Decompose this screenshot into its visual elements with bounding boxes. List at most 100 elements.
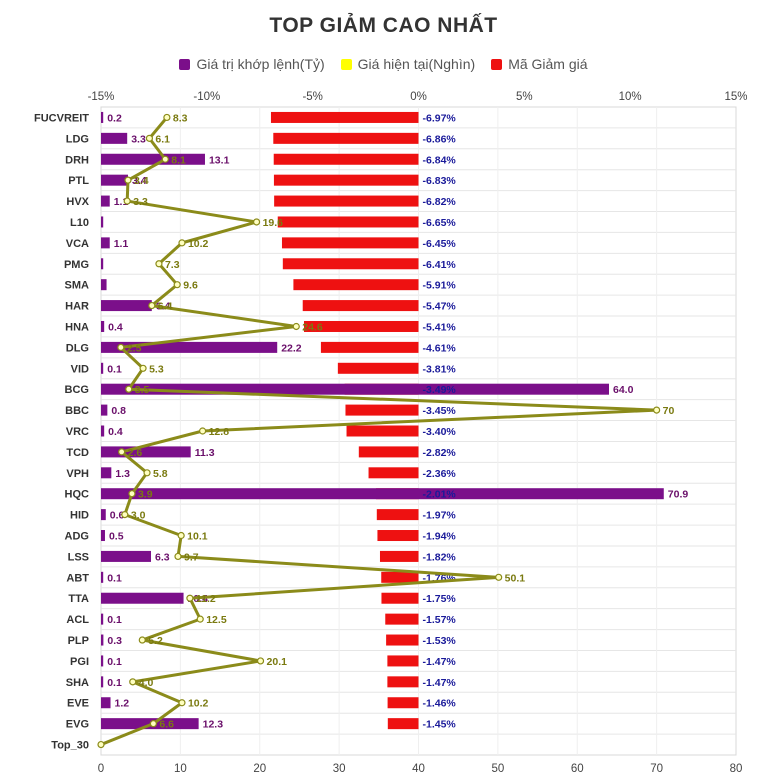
decline-bar — [368, 467, 419, 479]
price-point — [139, 364, 147, 372]
decline-bar — [387, 676, 419, 688]
value-data-label: 3.4 — [132, 175, 147, 187]
bottom-axis-tick-label: 70 — [650, 763, 663, 775]
value-data-label: 64.0 — [613, 384, 634, 396]
decline-data-label: -5.47% — [423, 301, 457, 313]
price-point — [178, 699, 186, 707]
price-data-label: 7.3 — [165, 259, 180, 271]
price-data-label: 70 — [663, 405, 675, 417]
value-bar — [101, 467, 112, 479]
value-bar — [101, 153, 205, 165]
decline-data-label: -4.61% — [423, 342, 457, 354]
decline-data-label: -1.45% — [423, 719, 457, 731]
decline-bar — [293, 279, 419, 291]
category-label: TTA — [68, 593, 89, 605]
category-label: DLG — [66, 342, 89, 354]
price-point — [653, 406, 661, 414]
price-data-label: 10.2 — [188, 238, 209, 250]
decline-bar — [302, 300, 419, 312]
value-bar — [101, 446, 191, 458]
category-label: VRC — [66, 426, 89, 438]
price-data-label: 10.2 — [188, 698, 209, 710]
price-data-label: 12.5 — [206, 614, 227, 626]
price-data-label: 6.4 — [158, 301, 173, 313]
value-bar — [101, 655, 104, 667]
price-point — [256, 657, 265, 665]
category-label: HVX — [66, 196, 89, 208]
price-data-label: 3.3 — [133, 196, 148, 208]
price-data-label: 3.9 — [138, 489, 153, 501]
decline-bar — [282, 258, 419, 270]
value-bar — [101, 132, 128, 144]
price-point — [199, 427, 207, 435]
price-point — [129, 678, 137, 686]
decline-data-label: -1.75% — [423, 593, 457, 605]
value-bar — [101, 341, 278, 353]
value-data-label: 0.1 — [107, 614, 122, 626]
bottom-axis-tick-label: 10 — [174, 763, 187, 775]
decline-bar — [303, 320, 419, 332]
value-data-label: 22.2 — [281, 342, 302, 354]
value-bar — [101, 530, 105, 542]
price-data-label: 11.2 — [196, 593, 216, 605]
price-point — [155, 260, 163, 268]
price-point — [143, 469, 151, 477]
decline-data-label: -6.65% — [423, 217, 457, 229]
price-point — [97, 740, 105, 749]
legend-item-value[interactable]: Giá trị khớp lệnh(Tỷ) — [179, 56, 325, 72]
price-data-label: 5.8 — [153, 468, 168, 480]
price-data-label: 3.5 — [135, 384, 150, 396]
price-point — [186, 594, 194, 602]
decline-data-label: -2.82% — [423, 447, 457, 459]
legend-item-price[interactable]: Giá hiện tại(Nghìn) — [340, 56, 475, 72]
category-label: PMG — [64, 259, 89, 271]
value-bar — [101, 111, 104, 123]
value-data-label: 13.1 — [209, 154, 230, 166]
value-bar — [101, 592, 184, 604]
decline-data-label: -1.97% — [423, 510, 457, 522]
decline-bar — [377, 530, 419, 542]
decline-bar — [274, 195, 419, 207]
price-data-label: 2.5 — [127, 342, 142, 354]
price-data-label: 6.1 — [155, 133, 170, 145]
bottom-axis-tick-label: 60 — [571, 763, 584, 775]
price-point — [148, 301, 156, 310]
value-bar — [101, 550, 152, 562]
price-point — [252, 218, 261, 226]
decline-bar — [320, 341, 419, 353]
value-bar — [101, 613, 104, 625]
value-data-label: 0.1 — [107, 363, 122, 375]
price-point — [149, 720, 157, 728]
decline-data-label: -2.01% — [423, 489, 457, 501]
decline-data-label: -1.57% — [423, 614, 457, 626]
value-bar — [101, 174, 128, 186]
legend-item-decline[interactable]: Mã Giảm giá — [491, 56, 588, 72]
decline-bar — [281, 237, 419, 249]
decline-bar — [273, 153, 419, 165]
decline-data-label: -3.49% — [423, 384, 457, 396]
value-bar — [101, 571, 104, 583]
price-data-label: 9.7 — [184, 551, 199, 563]
price-data-label: 24.6 — [302, 321, 323, 333]
category-label: EVG — [66, 719, 89, 731]
top-axis-tick-label: -10% — [193, 91, 220, 103]
legend-label-value: Giá trị khớp lệnh(Tỷ) — [196, 56, 325, 72]
top-axis-tick-label: -5% — [302, 91, 322, 103]
decline-bar — [385, 613, 419, 625]
decline-bar — [273, 132, 419, 144]
value-bar — [101, 488, 664, 500]
decline-data-label: -5.91% — [423, 280, 457, 292]
price-point — [145, 134, 154, 142]
price-data-label: 2.6 — [128, 447, 143, 459]
legend-label-decline: Mã Giảm giá — [508, 56, 588, 72]
category-label: PGI — [70, 656, 89, 668]
price-data-label: 3.0 — [131, 510, 146, 522]
value-bar — [101, 383, 609, 395]
decline-bar — [337, 362, 419, 374]
price-point — [121, 511, 129, 519]
value-data-label: 0.1 — [107, 656, 122, 668]
decline-bar — [346, 425, 419, 437]
decline-bar — [387, 697, 419, 709]
decline-bar — [345, 404, 419, 416]
